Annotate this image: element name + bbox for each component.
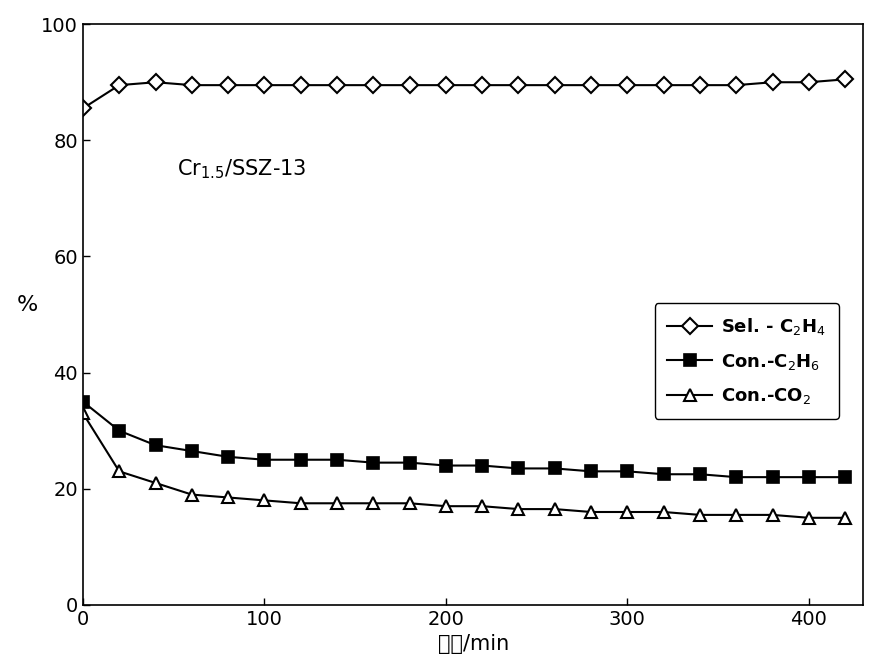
Con.-CO$_2$ <box>187 491 197 499</box>
Con.-C$_2$H$_6$ <box>332 456 342 464</box>
Con.-C$_2$H$_6$ <box>477 462 488 470</box>
Con.-CO$_2$ <box>731 511 742 519</box>
Sel. - C$_2$H$_4$ <box>513 81 524 89</box>
Con.-C$_2$H$_6$ <box>404 458 414 466</box>
Sel. - C$_2$H$_4$ <box>368 81 378 89</box>
Con.-C$_2$H$_6$ <box>259 456 269 464</box>
Con.-CO$_2$ <box>803 514 814 522</box>
Con.-C$_2$H$_6$ <box>694 470 705 478</box>
Con.-C$_2$H$_6$ <box>441 462 451 470</box>
Con.-C$_2$H$_6$ <box>223 453 233 461</box>
Sel. - C$_2$H$_4$ <box>114 81 124 89</box>
Sel. - C$_2$H$_4$ <box>549 81 560 89</box>
Con.-C$_2$H$_6$ <box>296 456 306 464</box>
Sel. - C$_2$H$_4$ <box>586 81 597 89</box>
Text: Cr$_{1.5}$/SSZ-13: Cr$_{1.5}$/SSZ-13 <box>177 158 306 181</box>
Sel. - C$_2$H$_4$ <box>404 81 414 89</box>
Sel. - C$_2$H$_4$ <box>731 81 742 89</box>
Con.-CO$_2$ <box>658 508 669 516</box>
Con.-C$_2$H$_6$ <box>549 464 560 472</box>
Line: Con.-CO$_2$: Con.-CO$_2$ <box>77 408 851 523</box>
Con.-CO$_2$ <box>586 508 597 516</box>
Con.-C$_2$H$_6$ <box>658 470 669 478</box>
Sel. - C$_2$H$_4$ <box>477 81 488 89</box>
X-axis label: 时间/min: 时间/min <box>437 634 509 654</box>
Con.-CO$_2$ <box>441 502 451 510</box>
Y-axis label: %: % <box>17 295 38 315</box>
Con.-CO$_2$ <box>513 505 524 513</box>
Sel. - C$_2$H$_4$ <box>441 81 451 89</box>
Sel. - C$_2$H$_4$ <box>77 105 88 113</box>
Sel. - C$_2$H$_4$ <box>840 75 850 83</box>
Sel. - C$_2$H$_4$ <box>223 81 233 89</box>
Con.-C$_2$H$_6$ <box>150 442 161 450</box>
Con.-C$_2$H$_6$ <box>586 467 597 475</box>
Legend: Sel. - C$_2$H$_4$, Con.-C$_2$H$_6$, Con.-CO$_2$: Sel. - C$_2$H$_4$, Con.-C$_2$H$_6$, Con.… <box>655 303 839 419</box>
Line: Sel. - C$_2$H$_4$: Sel. - C$_2$H$_4$ <box>77 74 851 114</box>
Sel. - C$_2$H$_4$ <box>694 81 705 89</box>
Con.-C$_2$H$_6$ <box>803 473 814 481</box>
Sel. - C$_2$H$_4$ <box>803 79 814 87</box>
Con.-CO$_2$ <box>840 514 850 522</box>
Sel. - C$_2$H$_4$ <box>622 81 633 89</box>
Con.-C$_2$H$_6$ <box>187 447 197 455</box>
Con.-CO$_2$ <box>477 502 488 510</box>
Con.-CO$_2$ <box>404 499 414 507</box>
Sel. - C$_2$H$_4$ <box>296 81 306 89</box>
Con.-CO$_2$ <box>622 508 633 516</box>
Con.-C$_2$H$_6$ <box>77 398 88 406</box>
Sel. - C$_2$H$_4$ <box>259 81 269 89</box>
Con.-C$_2$H$_6$ <box>767 473 778 481</box>
Sel. - C$_2$H$_4$ <box>658 81 669 89</box>
Con.-C$_2$H$_6$ <box>731 473 742 481</box>
Con.-CO$_2$ <box>259 497 269 505</box>
Con.-C$_2$H$_6$ <box>513 464 524 472</box>
Sel. - C$_2$H$_4$ <box>767 79 778 87</box>
Con.-CO$_2$ <box>368 499 378 507</box>
Con.-CO$_2$ <box>332 499 342 507</box>
Line: Con.-C$_2$H$_6$: Con.-C$_2$H$_6$ <box>77 396 851 482</box>
Sel. - C$_2$H$_4$ <box>332 81 342 89</box>
Con.-CO$_2$ <box>296 499 306 507</box>
Con.-CO$_2$ <box>767 511 778 519</box>
Con.-CO$_2$ <box>150 479 161 487</box>
Con.-C$_2$H$_6$ <box>622 467 633 475</box>
Con.-CO$_2$ <box>77 409 88 417</box>
Con.-C$_2$H$_6$ <box>114 427 124 435</box>
Sel. - C$_2$H$_4$ <box>150 79 161 87</box>
Con.-C$_2$H$_6$ <box>368 458 378 466</box>
Sel. - C$_2$H$_4$ <box>187 81 197 89</box>
Con.-CO$_2$ <box>114 467 124 475</box>
Con.-CO$_2$ <box>549 505 560 513</box>
Con.-CO$_2$ <box>694 511 705 519</box>
Con.-CO$_2$ <box>223 493 233 501</box>
Con.-C$_2$H$_6$ <box>840 473 850 481</box>
